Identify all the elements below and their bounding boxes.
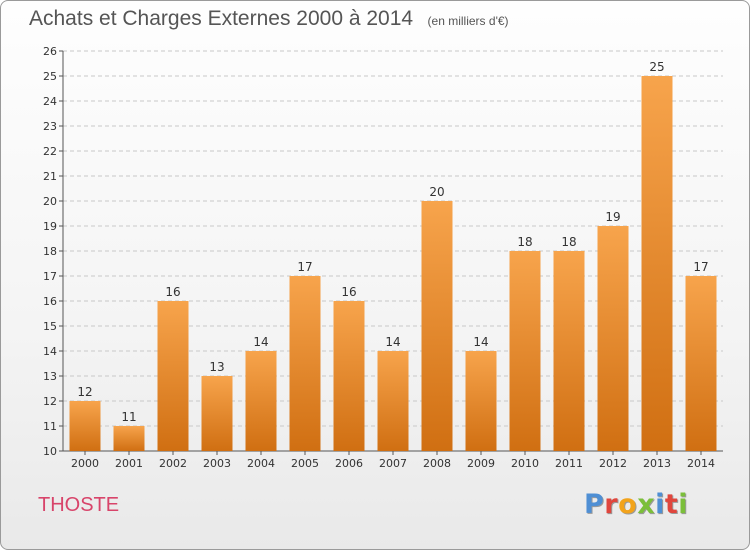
x-tick-label: 2009: [467, 457, 495, 470]
y-tick-label: 16: [43, 295, 57, 308]
x-tick-label: 2014: [687, 457, 715, 470]
y-tick-label: 17: [43, 270, 57, 283]
y-tick-label: 12: [43, 395, 57, 408]
bar: [421, 201, 453, 451]
chart-title-main: Achats et Charges Externes 2000 à 2014: [29, 7, 414, 30]
logo-letter: i: [655, 489, 665, 520]
x-tick-label: 2000: [71, 457, 99, 470]
data-labels: 12 11 16 13 14 17 16 14 20 14 18 18 19 25 17: [77, 60, 708, 424]
logo-letter: t: [664, 489, 679, 520]
y-tick-labels: 10 11 12 13 14 15 16 17 18 19 20 21 22 23 24 25 26: [43, 45, 57, 458]
data-label: 14: [473, 335, 488, 349]
chart-title: Achats et Charges Externes 2000 à 2014 (…: [29, 7, 509, 31]
y-tick-label: 25: [43, 70, 57, 83]
x-tick-label: 2010: [511, 457, 539, 470]
bar: [113, 426, 145, 451]
y-tick-label: 20: [43, 195, 57, 208]
data-label: 18: [517, 235, 532, 249]
x-tick-label: 2004: [247, 457, 275, 470]
bars: [69, 76, 717, 451]
bar: [597, 226, 629, 451]
data-label: 16: [341, 285, 356, 299]
data-label: 11: [121, 410, 136, 424]
bar: [333, 301, 365, 451]
x-tick-label: 2012: [599, 457, 627, 470]
bar: [201, 376, 233, 451]
y-tick-label: 22: [43, 145, 57, 158]
x-tick-label: 2013: [643, 457, 671, 470]
data-label: 20: [429, 185, 444, 199]
bar: [685, 276, 717, 451]
y-tick-label: 14: [43, 345, 57, 358]
data-label: 17: [693, 260, 708, 274]
bar: [509, 251, 541, 451]
x-tick-label: 2008: [423, 457, 451, 470]
commune-name: THOSTE: [38, 494, 120, 516]
y-tick-label: 21: [43, 170, 57, 183]
logo-letter: x: [637, 489, 656, 520]
bar: [377, 351, 409, 451]
data-label: 12: [77, 385, 92, 399]
y-tick-label: 10: [43, 445, 57, 458]
data-label: 13: [209, 360, 224, 374]
data-label: 16: [165, 285, 180, 299]
y-tick-label: 23: [43, 120, 57, 133]
bar: [553, 251, 585, 451]
x-tick-label: 2011: [555, 457, 583, 470]
x-tick-label: 2006: [335, 457, 363, 470]
y-tick-label: 18: [43, 245, 57, 258]
y-tick-label: 26: [43, 45, 57, 58]
data-label: 19: [605, 210, 620, 224]
x-tick-label: 2007: [379, 457, 407, 470]
bar: [289, 276, 321, 451]
data-label: 25: [649, 60, 664, 74]
proxiti-logo: Proxiti: [584, 489, 688, 520]
data-label: 17: [297, 260, 312, 274]
logo-letter: o: [618, 489, 638, 520]
data-label: 14: [385, 335, 400, 349]
logo-letter: P: [584, 489, 605, 520]
logo-letter: i: [678, 489, 689, 520]
y-tick-label: 15: [43, 320, 57, 333]
x-tick-labels: 2000 2001 2002 2003 2004 2005 2006 2007 2008 2009…: [71, 457, 715, 470]
bar: [641, 76, 673, 451]
logo-letter: r: [604, 489, 619, 520]
x-tick-label: 2005: [291, 457, 319, 470]
bar: [69, 401, 101, 451]
x-tick-label: 2002: [159, 457, 187, 470]
data-label: 18: [561, 235, 576, 249]
bar: [465, 351, 497, 451]
y-tick-label: 19: [43, 220, 57, 233]
chart-unit-label: (en milliers d'€): [427, 14, 509, 28]
bar: [245, 351, 277, 451]
y-tick-label: 13: [43, 370, 57, 383]
bar: [157, 301, 189, 451]
y-tick-label: 11: [43, 420, 57, 433]
data-label: 14: [253, 335, 268, 349]
x-tick-label: 2003: [203, 457, 231, 470]
x-tick-label: 2001: [115, 457, 143, 470]
y-tick-label: 24: [43, 95, 57, 108]
